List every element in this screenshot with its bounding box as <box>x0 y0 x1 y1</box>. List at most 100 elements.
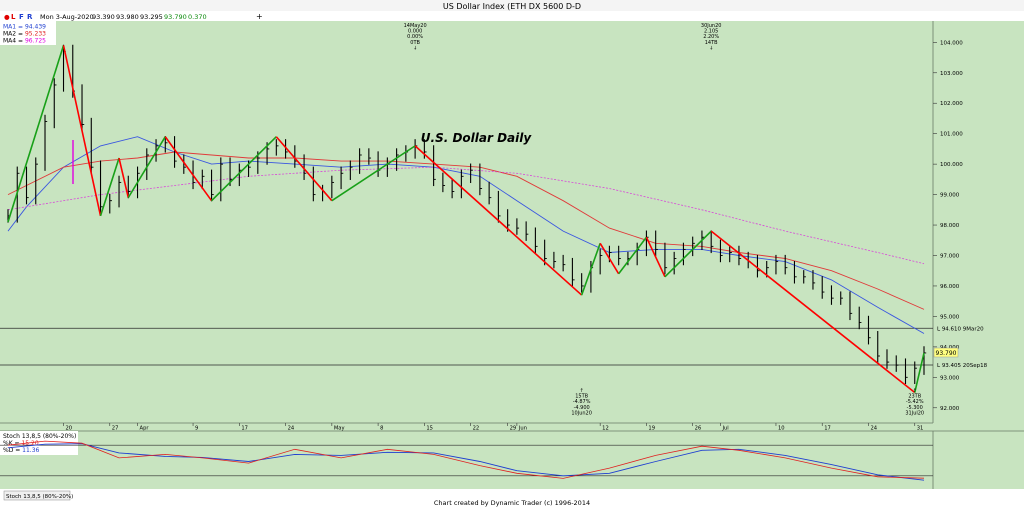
x-tick-label: 10 <box>778 426 785 432</box>
swing-segment <box>331 145 416 202</box>
y-tick-label: 100.000 <box>940 162 963 168</box>
title-bar <box>0 0 1024 11</box>
x-tick-label: Jul <box>721 426 728 432</box>
annotation-line: ↑ <box>580 388 584 394</box>
y-tick-label: 93.000 <box>940 375 960 381</box>
swing-segment <box>580 243 601 296</box>
menu-item-l[interactable]: L <box>11 13 16 21</box>
swing-segment <box>210 136 277 202</box>
x-tick-label: 29 <box>510 426 517 432</box>
annotation: 30Jun20 2.105 2.20% 14TB ↓ <box>701 23 722 51</box>
y-tick-label: 104.000 <box>940 40 963 46</box>
x-tick-label: 27 <box>112 426 119 432</box>
price-plot[interactable] <box>0 21 933 423</box>
stoch-d-line <box>7 443 925 481</box>
annotation: ↑ 15TB -4.87% -4.900 10Jun20 <box>571 388 592 416</box>
legend-ma1: MA1 = 94.439 <box>3 24 46 31</box>
swing-segment <box>164 136 213 202</box>
x-tick-label: 15 <box>426 426 433 432</box>
menu-marker-icon[interactable]: ● <box>4 13 10 21</box>
stoch-k-label: %K = <box>3 440 21 447</box>
swing-segment <box>599 242 620 275</box>
annotation-line: -4.900 <box>574 405 590 411</box>
ma-line-ma4 <box>7 166 925 265</box>
annotation-line: 14TB <box>705 40 718 46</box>
legend-box <box>0 21 56 45</box>
x-tick-label: 9 <box>195 426 198 432</box>
bar-date: Mon 3-Aug-2020 <box>40 13 94 21</box>
stoch-legend <box>0 431 78 455</box>
y-tick-label: 98.000 <box>940 223 960 229</box>
crosshair-icon[interactable]: + <box>256 12 263 21</box>
stoch-d-label: %D = <box>3 447 22 454</box>
annotation-line: 31Jul20 <box>905 410 924 416</box>
stoch-k-line <box>7 440 925 479</box>
annotation: 14May20 0.000 0.00% 0TB ↓ <box>404 23 427 51</box>
menu-item-f[interactable]: F <box>19 13 24 21</box>
stoch-label: Stoch 13,8,5 (80%-20%) <box>3 433 76 440</box>
info-bar <box>0 11 1024 21</box>
x-tick-label: 20 <box>66 426 73 432</box>
x-tick-label: 17 <box>241 426 248 432</box>
footer-area <box>0 489 1024 508</box>
annotation-line: 14May20 <box>404 23 427 29</box>
x-tick-label: 22 <box>473 426 480 432</box>
x-tick-label: May <box>334 426 345 432</box>
y-tick-label: 95.000 <box>940 314 960 320</box>
x-tick-label: Jun <box>518 426 527 432</box>
legend-ma4-label: MA4 = <box>3 38 25 45</box>
stoch-panel[interactable] <box>0 431 933 489</box>
legend-ma4-value: 96.725 <box>25 38 46 45</box>
stoch-d: %D = 11.36 <box>3 447 40 454</box>
last-price-value: 93.790 <box>936 350 957 357</box>
swing-segment <box>645 236 666 278</box>
y-tick-label: 97.000 <box>940 254 960 260</box>
x-tick-label: 24 <box>870 426 877 432</box>
annotation-line: 0.000 <box>408 29 422 35</box>
bar-change: 0.370 <box>188 13 207 21</box>
stoch-k: %K = 15.20 <box>3 440 39 447</box>
annotation-line: -4.87% <box>573 399 591 405</box>
stoch-axis <box>933 431 1024 489</box>
legend-ma1-value: 94.439 <box>25 24 46 31</box>
swing-segment <box>664 230 712 278</box>
x-axis[interactable] <box>0 423 1024 431</box>
y-tick-label: 99.000 <box>940 193 960 199</box>
menu-item-r[interactable]: R <box>27 13 33 21</box>
y-tick-label: 103.000 <box>940 71 963 77</box>
x-tick-label: Apr <box>140 426 150 432</box>
x-axis-ticks: 20 27 Apr 9 17 24 May 8 15 22 29 Jun 12 19 26 Jul 10 17 24… <box>63 423 924 432</box>
support-lines: L 94.610 9Mar20 L 93.405 20Sep18 <box>0 326 988 369</box>
y-tick-label: 92.000 <box>940 406 960 412</box>
stoch-tab[interactable] <box>3 490 71 501</box>
x-tick-label: 19 <box>648 426 655 432</box>
bar-high: 93.980 <box>116 13 139 21</box>
stoch-lines <box>0 440 933 481</box>
y-tick-label: 101.000 <box>940 132 963 138</box>
swing-lines <box>7 45 925 394</box>
window-title: US Dollar Index (ETH DX 5600 D-D <box>443 2 581 11</box>
bar-open: 93.390 <box>92 13 115 21</box>
info-bar-content: ● L F R Mon 3-Aug-2020 93.390 93.980 93.… <box>4 12 263 21</box>
legend-ma2-label: MA2 = <box>3 31 25 38</box>
swing-segment <box>275 136 333 202</box>
swing-segment <box>118 157 130 198</box>
x-tick-label: 24 <box>288 426 295 432</box>
bar-close: 93.790 <box>164 13 187 21</box>
annotation-line: 0TB <box>410 40 420 46</box>
x-tick-label: 31 <box>917 426 924 432</box>
y-axis: 104.000 103.000 102.000 101.000 100.000 99.00… <box>933 40 963 412</box>
swing-segment <box>710 230 916 394</box>
chart-title: U.S. Dollar Daily <box>421 131 533 145</box>
annotation: ↑ 23TB -5.42% -5.300 31Jul20 <box>905 388 924 416</box>
y-tick-label: 102.000 <box>940 101 963 107</box>
annotation-line: 10Jun20 <box>571 410 592 416</box>
x-tick-label: 12 <box>602 426 609 432</box>
price-bars <box>7 44 927 385</box>
annotation-line: ↑ <box>913 388 917 394</box>
stoch-tab-label[interactable]: Stoch 13,8,5 (80%-20%) <box>6 494 73 500</box>
x-tick-label: 26 <box>695 426 702 432</box>
support-line-label: L 94.610 9Mar20 <box>937 326 984 332</box>
